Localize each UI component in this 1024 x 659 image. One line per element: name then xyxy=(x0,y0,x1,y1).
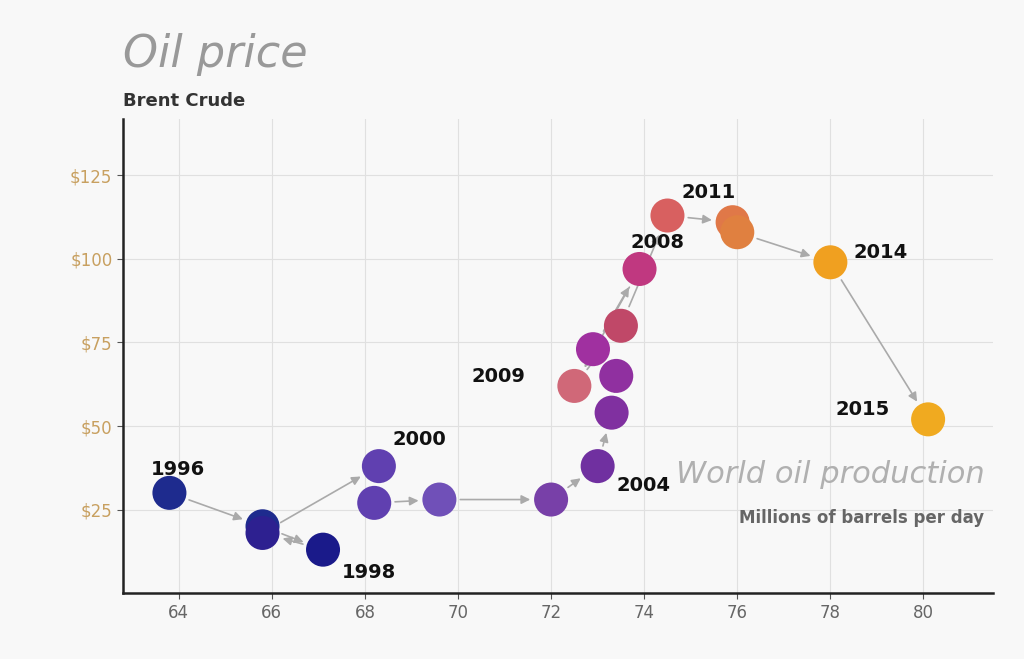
Point xyxy=(590,461,606,471)
Point xyxy=(371,461,387,471)
Point xyxy=(543,494,559,505)
Text: 2011: 2011 xyxy=(681,183,735,202)
Text: 2008: 2008 xyxy=(630,233,684,252)
Point xyxy=(431,494,447,505)
Text: 1998: 1998 xyxy=(342,563,396,582)
Point xyxy=(254,521,270,532)
Text: 2014: 2014 xyxy=(854,243,908,262)
Point xyxy=(920,414,936,424)
Point xyxy=(822,257,839,268)
Text: 1996: 1996 xyxy=(151,461,205,480)
Point xyxy=(314,544,331,555)
Point xyxy=(608,370,625,381)
Point xyxy=(254,528,270,538)
Text: 2015: 2015 xyxy=(835,401,889,419)
Point xyxy=(366,498,382,508)
Point xyxy=(632,264,648,274)
Text: 2000: 2000 xyxy=(393,430,446,449)
Point xyxy=(603,407,620,418)
Point xyxy=(161,488,177,498)
Text: Millions of barrels per day: Millions of barrels per day xyxy=(739,509,985,527)
Point xyxy=(729,227,745,237)
Point xyxy=(724,217,740,227)
Text: 2004: 2004 xyxy=(616,476,671,495)
Point xyxy=(585,344,601,355)
Point xyxy=(612,320,629,331)
Text: 2009: 2009 xyxy=(472,367,526,386)
Point xyxy=(566,381,583,391)
Point xyxy=(659,210,676,221)
Text: Oil price: Oil price xyxy=(123,33,307,76)
Text: Brent Crude: Brent Crude xyxy=(123,92,245,110)
Text: World oil production: World oil production xyxy=(676,460,985,489)
